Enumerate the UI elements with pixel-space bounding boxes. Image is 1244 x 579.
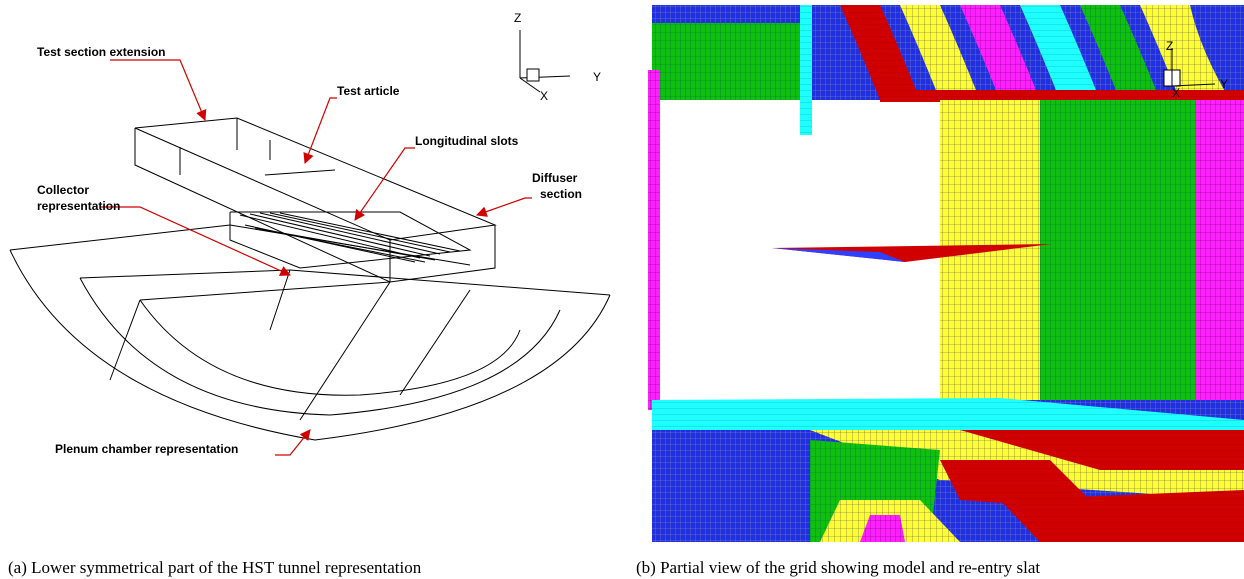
caption: (b) Partial view of the grid showing mod…	[636, 558, 1040, 577]
callout-label: Collector	[37, 183, 89, 197]
axis-label: Y	[1220, 77, 1228, 91]
tunnel-wireframe	[10, 118, 610, 440]
callout-label: Diffuser	[532, 171, 578, 185]
callout-label: representation	[37, 199, 120, 213]
axis-label: Y	[593, 70, 601, 84]
axis-label: X	[1172, 86, 1180, 100]
caption: (a) Lower symmetrical part of the HST tu…	[8, 558, 422, 577]
axis-label: Z	[514, 11, 521, 25]
axis-label: X	[540, 89, 548, 103]
grid-view	[648, 5, 1244, 542]
axis-label: Z	[1166, 39, 1173, 53]
callout-label: Test section extension	[37, 45, 165, 59]
triad-a	[520, 30, 570, 92]
callout-label: Longitudinal slots	[415, 134, 519, 148]
figure: Z Y X Test section extension Test article…	[0, 0, 1244, 579]
callout-label: section	[540, 187, 582, 201]
callout-label: Plenum chamber representation	[55, 442, 238, 456]
callout-label: Test article	[337, 84, 400, 98]
